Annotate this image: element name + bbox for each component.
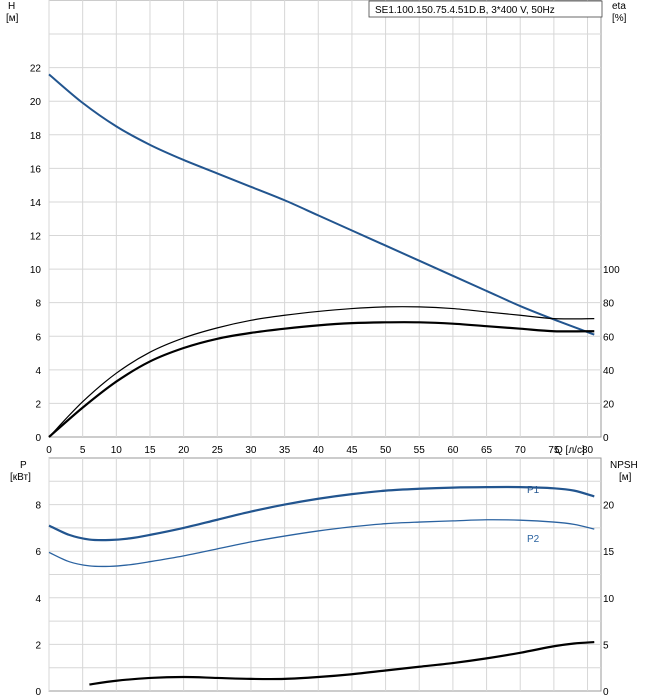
x-tick-label: 75 bbox=[548, 445, 560, 456]
h-tick-label: 14 bbox=[30, 198, 42, 209]
p2-series-label: P2 bbox=[527, 534, 540, 545]
h-tick-label: 8 bbox=[35, 299, 41, 310]
x-tick-label: 45 bbox=[346, 445, 358, 456]
h-tick-label: 6 bbox=[35, 332, 41, 343]
npsh-axis-label: NPSH bbox=[610, 460, 638, 471]
eta-axis-unit: [%] bbox=[612, 13, 627, 24]
h-tick-label: 10 bbox=[30, 265, 42, 276]
q-axis-label: Q [л/с] bbox=[555, 445, 585, 456]
x-tick-label: 50 bbox=[380, 445, 392, 456]
npsh-tick-label: 0 bbox=[603, 687, 609, 698]
p-tick-label: 8 bbox=[35, 501, 41, 512]
p1-series-label: P1 bbox=[527, 485, 540, 496]
x-tick-label: 30 bbox=[245, 445, 257, 456]
npsh-tick-label: 10 bbox=[603, 594, 615, 605]
h-tick-label: 0 bbox=[35, 433, 41, 444]
npsh-tick-label: 20 bbox=[603, 501, 615, 512]
top-series bbox=[48, 73, 595, 438]
eta-axis-label: eta bbox=[612, 1, 626, 12]
efficiency-curve-2 bbox=[48, 306, 595, 438]
x-tick-label: 40 bbox=[313, 445, 325, 456]
chart-title: SE1.100.150.75.4.51D.B, 3*400 V, 50Hz bbox=[375, 5, 555, 16]
eta-tick-label: 40 bbox=[603, 366, 615, 377]
h-tick-label: 12 bbox=[30, 232, 42, 243]
bottom-grid bbox=[48, 458, 601, 691]
p-axis-unit: [кВт] bbox=[10, 472, 31, 483]
p-tick-label: 0 bbox=[35, 687, 41, 698]
x-tick-label: 70 bbox=[515, 445, 527, 456]
p-axis-label: P bbox=[20, 460, 27, 471]
eta-tick-label: 80 bbox=[603, 299, 615, 310]
x-tick-label: 35 bbox=[279, 445, 291, 456]
npsh-tick-label: 5 bbox=[603, 640, 609, 651]
npsh-tick-label: 15 bbox=[603, 547, 615, 558]
eta-tick-label: 0 bbox=[603, 433, 609, 444]
head-curve bbox=[48, 73, 595, 336]
h-axis-label: H bbox=[8, 1, 15, 12]
head-efficiency-panel: 0 5 10 15 20 25 30 35 40 45 50 55 60 65 70 75 80 0 2 4 6 8 10 1… bbox=[6, 0, 627, 456]
x-tick-label: 60 bbox=[447, 445, 459, 456]
eta-tick-label: 100 bbox=[603, 265, 620, 276]
x-tick-label: 0 bbox=[46, 445, 52, 456]
h-tick-label: 18 bbox=[30, 131, 42, 142]
top-grid bbox=[48, 0, 601, 437]
eta-tick-label: 20 bbox=[603, 399, 615, 410]
x-tick-label: 25 bbox=[212, 445, 224, 456]
p2-power-curve bbox=[48, 519, 595, 568]
p1-power-curve bbox=[48, 485, 595, 542]
npsh-curve bbox=[89, 640, 595, 686]
h-tick-label: 22 bbox=[30, 64, 42, 75]
p-tick-label: 2 bbox=[35, 640, 41, 651]
h-tick-label: 20 bbox=[30, 97, 42, 108]
bottom-tick-labels: 0 2 4 6 8 0 5 10 15 20 bbox=[35, 501, 614, 698]
title-box bbox=[368, 0, 603, 18]
x-tick-label: 65 bbox=[481, 445, 493, 456]
x-tick-label: 10 bbox=[111, 445, 123, 456]
p-tick-label: 4 bbox=[35, 594, 41, 605]
x-tick-label: 15 bbox=[144, 445, 156, 456]
eta-tick-label: 60 bbox=[603, 332, 615, 343]
h-tick-label: 2 bbox=[35, 399, 41, 410]
p-tick-label: 6 bbox=[35, 547, 41, 558]
h-axis-unit: [м] bbox=[6, 13, 19, 24]
x-tick-label: 5 bbox=[80, 445, 86, 456]
efficiency-curve-1 bbox=[48, 321, 595, 438]
x-tick-label: 55 bbox=[414, 445, 426, 456]
top-tick-labels: 0 5 10 15 20 25 30 35 40 45 50 55 60 65 70 75 80 0 2 4 6 8 10 1… bbox=[30, 64, 620, 456]
h-tick-label: 16 bbox=[30, 164, 42, 175]
npsh-axis-unit: [м] bbox=[619, 472, 632, 483]
h-tick-label: 4 bbox=[35, 366, 41, 377]
x-tick-label: 80 bbox=[582, 445, 594, 456]
power-npsh-panel: 0 2 4 6 8 0 5 10 15 20 P [кВт] NPSH [м] P1 P2 bbox=[10, 457, 638, 698]
bottom-series bbox=[48, 485, 595, 686]
x-tick-label: 20 bbox=[178, 445, 190, 456]
